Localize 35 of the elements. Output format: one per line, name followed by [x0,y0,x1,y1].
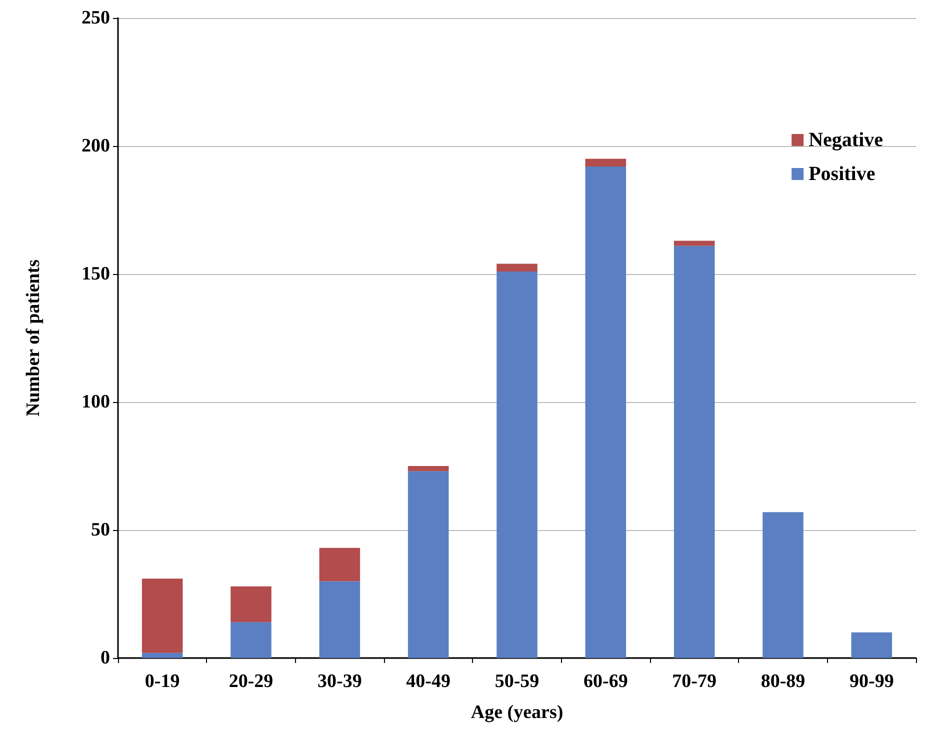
bar [496,271,538,658]
y-tick-label: 200 [82,136,110,156]
bar [230,586,272,622]
y-tick-label: 150 [82,264,110,284]
x-tick-label: 60-69 [584,671,628,692]
x-axis-title: Age (years) [470,702,564,723]
y-tick-label: 250 [82,8,110,28]
x-tick-label: 70-79 [672,671,716,692]
bar [496,264,538,272]
bar [585,158,626,166]
y-tick-label: 0 [100,648,110,668]
bar [674,246,715,658]
legend-label: Negative [808,129,884,151]
bar [230,622,272,658]
bar [408,466,449,472]
y-axis-title: Number of patients [23,260,44,416]
bar [142,578,183,653]
x-tick-label: 50-59 [494,671,540,692]
bar [762,512,804,658]
y-tick-label: 50 [91,520,110,540]
bar [319,548,360,582]
y-tick-label: 100 [82,392,110,412]
x-tick-label: 30-39 [318,671,362,692]
x-tick-label: 90-99 [850,671,894,692]
bar [319,581,360,658]
bar [674,240,715,246]
bar [585,166,626,658]
x-tick-label: 40-49 [406,671,450,692]
bar [142,652,183,658]
x-tick-label: 0-19 [144,671,180,692]
x-tick-label: 80-89 [760,671,806,692]
bar [408,471,449,658]
bar [851,632,892,658]
legend-label: Positive [808,163,876,185]
x-tick-label: 20-29 [228,671,274,692]
